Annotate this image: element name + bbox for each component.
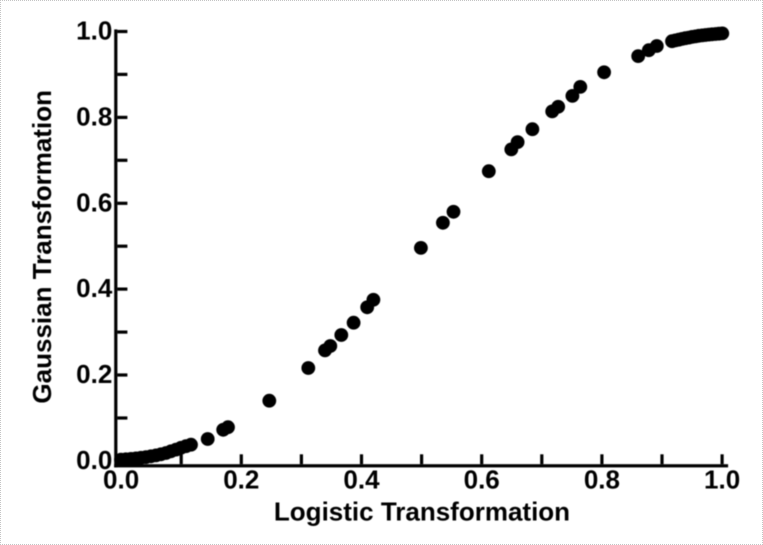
svg-text:0.0: 0.0 — [103, 465, 139, 495]
svg-text:0.0: 0.0 — [76, 445, 112, 475]
svg-text:0.8: 0.8 — [584, 465, 620, 495]
svg-text:Logistic Transformation: Logistic Transformation — [274, 497, 570, 527]
svg-text:0.2: 0.2 — [76, 359, 112, 389]
svg-text:0.2: 0.2 — [223, 465, 259, 495]
svg-text:1.0: 1.0 — [76, 16, 112, 46]
svg-text:0.4: 0.4 — [76, 273, 113, 303]
svg-text:0.6: 0.6 — [76, 187, 112, 217]
svg-text:1.0: 1.0 — [704, 465, 740, 495]
svg-text:0.4: 0.4 — [343, 465, 380, 495]
svg-text:Gaussian Transformation: Gaussian Transformation — [27, 90, 57, 404]
svg-text:0.6: 0.6 — [464, 465, 500, 495]
svg-text:0.8: 0.8 — [76, 101, 112, 131]
